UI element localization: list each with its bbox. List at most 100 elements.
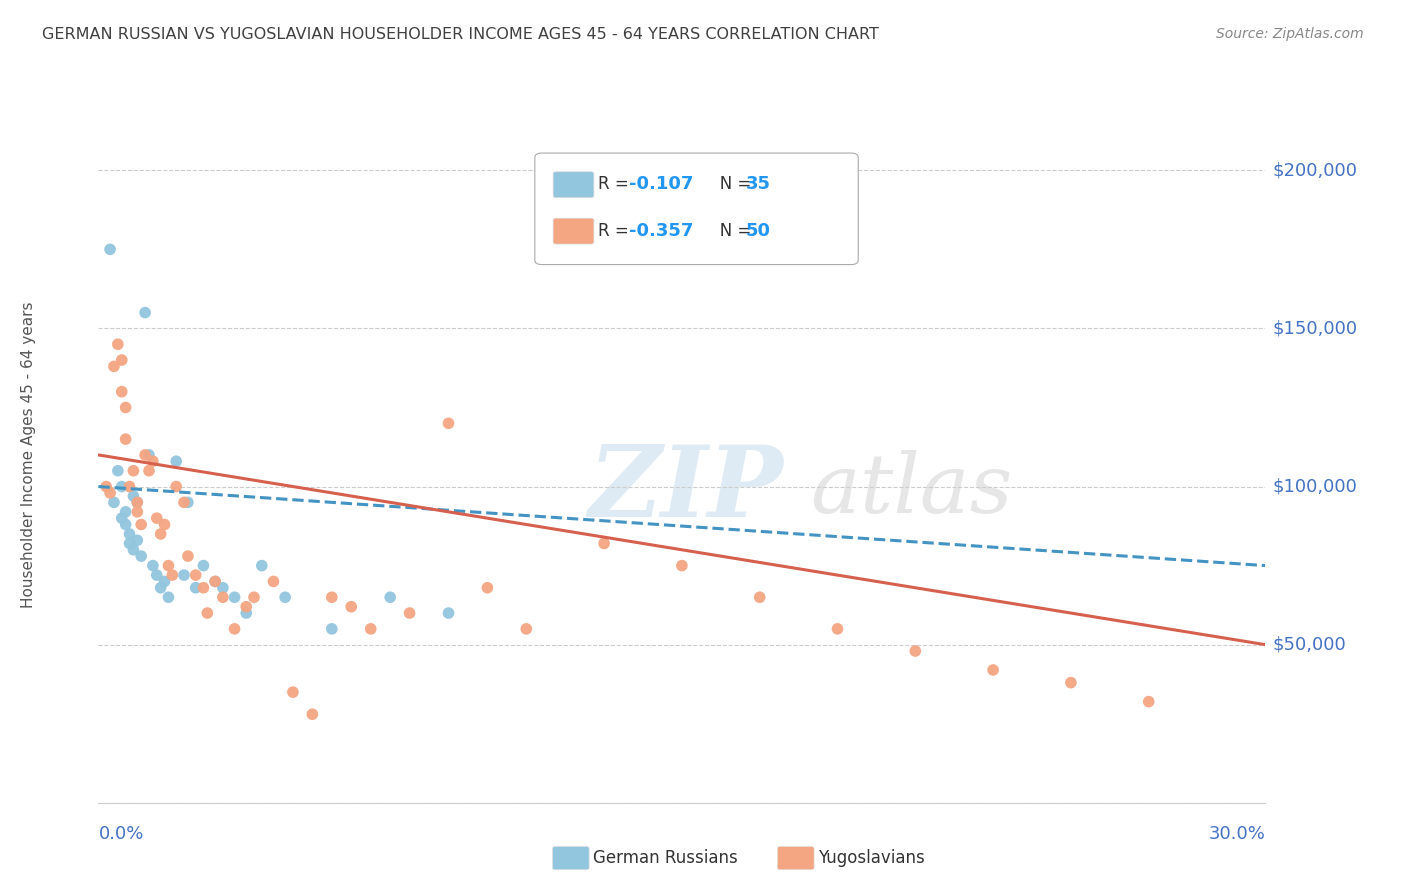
Point (981, 663, 1004, 677)
Point (437, 417, 460, 431)
Point (378, 591, 402, 605)
Point (671, 558, 693, 573)
Point (212, 591, 235, 605)
Point (748, 591, 770, 605)
Text: German Russians: German Russians (593, 849, 738, 867)
Text: 35: 35 (745, 176, 770, 194)
Text: R =: R = (598, 176, 634, 194)
Point (111, 353, 134, 368)
Point (262, 574, 284, 589)
Text: GERMAN RUSSIAN VS YUGOSLAVIAN HOUSEHOLDER INCOME AGES 45 - 64 YEARS CORRELATION : GERMAN RUSSIAN VS YUGOSLAVIAN HOUSEHOLDE… (42, 27, 879, 42)
Point (98, 486, 121, 500)
Text: $200,000: $200,000 (1272, 161, 1357, 179)
Point (157, 558, 180, 573)
Point (127, 505, 149, 519)
Point (149, 527, 172, 541)
Point (142, 558, 165, 573)
Point (477, 581, 499, 595)
Point (515, 622, 537, 636)
Point (127, 495, 149, 509)
Point (321, 591, 343, 605)
Point (177, 495, 200, 509)
Point (127, 533, 149, 548)
Point (103, 495, 125, 509)
Point (398, 606, 420, 620)
Point (118, 479, 141, 493)
Point (118, 527, 141, 541)
Point (173, 495, 195, 509)
Point (114, 517, 136, 532)
Point (250, 558, 273, 573)
Point (138, 464, 160, 478)
Point (122, 464, 145, 478)
Point (321, 622, 343, 636)
Point (162, 568, 184, 582)
Point (235, 606, 257, 620)
Text: -0.357: -0.357 (628, 222, 693, 240)
Text: N =: N = (703, 222, 756, 240)
Point (122, 542, 145, 557)
Point (111, 384, 134, 399)
Point (134, 305, 156, 319)
Point (301, 707, 323, 722)
Point (1060, 675, 1083, 690)
Point (195, 606, 218, 620)
Text: N =: N = (703, 176, 756, 194)
Text: atlas: atlas (810, 450, 1012, 530)
Point (122, 489, 145, 503)
Point (224, 591, 246, 605)
Text: $100,000: $100,000 (1272, 477, 1357, 496)
Point (111, 511, 134, 525)
Text: 0.0%: 0.0% (98, 825, 143, 843)
Text: Yugoslavians: Yugoslavians (818, 849, 925, 867)
Text: 30.0%: 30.0% (1209, 825, 1265, 843)
Text: $50,000: $50,000 (1272, 636, 1346, 654)
Point (96, 479, 118, 493)
Point (204, 574, 226, 589)
Text: 50: 50 (745, 222, 770, 240)
Point (224, 622, 246, 636)
Point (149, 581, 172, 595)
Point (146, 511, 169, 525)
Text: R =: R = (598, 222, 634, 240)
Point (111, 479, 134, 493)
Point (193, 581, 215, 595)
Point (107, 337, 129, 351)
Point (193, 558, 215, 573)
Point (1137, 695, 1160, 709)
Point (142, 454, 165, 468)
Point (437, 606, 460, 620)
Point (138, 448, 160, 462)
Point (274, 591, 297, 605)
Point (184, 568, 207, 582)
Point (904, 644, 927, 658)
Text: Source: ZipAtlas.com: Source: ZipAtlas.com (1216, 27, 1364, 41)
Point (212, 581, 235, 595)
Point (281, 685, 304, 699)
Point (165, 479, 187, 493)
Point (129, 549, 152, 563)
Point (204, 574, 226, 589)
Point (134, 448, 156, 462)
Point (157, 591, 180, 605)
Text: $150,000: $150,000 (1272, 319, 1358, 337)
Point (235, 599, 257, 614)
Point (114, 432, 136, 446)
Point (118, 536, 141, 550)
Point (146, 568, 169, 582)
Point (153, 517, 176, 532)
Point (184, 581, 207, 595)
Point (129, 517, 152, 532)
Point (165, 454, 187, 468)
Text: Householder Income Ages 45 - 64 years: Householder Income Ages 45 - 64 years (21, 301, 35, 608)
Point (360, 622, 382, 636)
Text: ZIP: ZIP (589, 442, 783, 538)
Point (127, 495, 149, 509)
Point (173, 568, 195, 582)
Point (243, 591, 266, 605)
Point (103, 359, 125, 374)
Point (98, 243, 121, 257)
Point (153, 574, 176, 589)
Point (177, 549, 200, 563)
Point (114, 401, 136, 415)
